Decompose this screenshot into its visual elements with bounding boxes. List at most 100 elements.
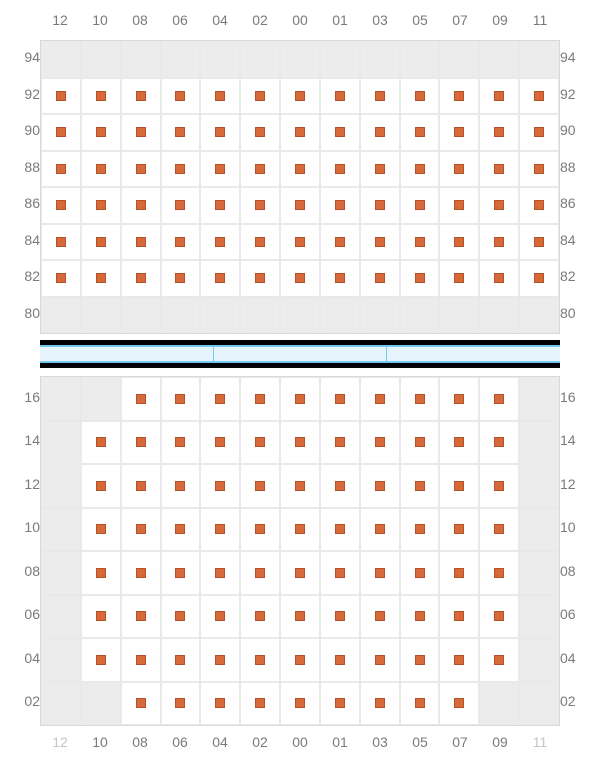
slot-cell[interactable] [479, 151, 519, 188]
slot-cell[interactable] [161, 595, 201, 639]
slot-cell[interactable] [400, 421, 440, 465]
slot-cell[interactable] [200, 377, 240, 421]
slot-cell[interactable] [479, 551, 519, 595]
slot-cell[interactable] [479, 187, 519, 224]
slot-cell[interactable] [200, 114, 240, 151]
slot-cell[interactable] [400, 187, 440, 224]
slot-cell[interactable] [360, 595, 400, 639]
slot-cell[interactable] [200, 260, 240, 297]
slot-cell[interactable] [121, 464, 161, 508]
slot-cell[interactable] [81, 595, 121, 639]
slot-cell[interactable] [161, 224, 201, 261]
slot-cell[interactable] [360, 224, 400, 261]
slot-cell[interactable] [240, 151, 280, 188]
slot-cell[interactable] [240, 78, 280, 115]
slot-cell[interactable] [519, 114, 559, 151]
slot-cell[interactable] [479, 421, 519, 465]
slot-cell[interactable] [400, 551, 440, 595]
slot-cell[interactable] [81, 421, 121, 465]
slot-cell[interactable] [360, 464, 400, 508]
slot-cell[interactable] [439, 151, 479, 188]
slot-cell[interactable] [320, 508, 360, 552]
slot-cell[interactable] [439, 114, 479, 151]
slot-cell[interactable] [280, 464, 320, 508]
slot-cell[interactable] [240, 224, 280, 261]
slot-cell[interactable] [360, 260, 400, 297]
slot-cell[interactable] [240, 508, 280, 552]
slot-cell[interactable] [360, 551, 400, 595]
slot-cell[interactable] [81, 260, 121, 297]
slot-cell[interactable] [400, 377, 440, 421]
slot-cell[interactable] [240, 638, 280, 682]
slot-cell[interactable] [479, 260, 519, 297]
slot-cell[interactable] [200, 508, 240, 552]
slot-cell[interactable] [479, 508, 519, 552]
slot-cell[interactable] [81, 508, 121, 552]
slot-cell[interactable] [360, 638, 400, 682]
slot-cell[interactable] [280, 421, 320, 465]
slot-cell[interactable] [280, 260, 320, 297]
slot-cell[interactable] [200, 224, 240, 261]
slot-cell[interactable] [280, 187, 320, 224]
slot-cell[interactable] [161, 114, 201, 151]
slot-cell[interactable] [280, 638, 320, 682]
slot-cell[interactable] [81, 464, 121, 508]
slot-cell[interactable] [519, 78, 559, 115]
slot-cell[interactable] [200, 151, 240, 188]
slot-cell[interactable] [121, 551, 161, 595]
slot-cell[interactable] [161, 260, 201, 297]
slot-cell[interactable] [81, 551, 121, 595]
slot-cell[interactable] [439, 421, 479, 465]
slot-cell[interactable] [439, 682, 479, 726]
slot-cell[interactable] [519, 151, 559, 188]
slot-cell[interactable] [479, 638, 519, 682]
slot-cell[interactable] [400, 682, 440, 726]
slot-cell[interactable] [320, 187, 360, 224]
slot-cell[interactable] [121, 421, 161, 465]
slot-cell[interactable] [121, 682, 161, 726]
slot-cell[interactable] [360, 151, 400, 188]
slot-cell[interactable] [439, 638, 479, 682]
slot-cell[interactable] [240, 421, 280, 465]
slot-cell[interactable] [161, 638, 201, 682]
slot-cell[interactable] [320, 551, 360, 595]
slot-cell[interactable] [439, 78, 479, 115]
slot-cell[interactable] [400, 224, 440, 261]
slot-cell[interactable] [200, 682, 240, 726]
slot-cell[interactable] [400, 260, 440, 297]
slot-cell[interactable] [320, 682, 360, 726]
slot-cell[interactable] [200, 638, 240, 682]
slot-cell[interactable] [200, 421, 240, 465]
slot-cell[interactable] [161, 151, 201, 188]
slot-cell[interactable] [280, 114, 320, 151]
slot-cell[interactable] [41, 78, 81, 115]
slot-cell[interactable] [360, 682, 400, 726]
slot-cell[interactable] [81, 224, 121, 261]
slot-cell[interactable] [360, 114, 400, 151]
slot-cell[interactable] [400, 78, 440, 115]
slot-cell[interactable] [439, 595, 479, 639]
slot-cell[interactable] [200, 187, 240, 224]
slot-cell[interactable] [320, 114, 360, 151]
slot-cell[interactable] [400, 638, 440, 682]
slot-cell[interactable] [360, 78, 400, 115]
slot-cell[interactable] [240, 260, 280, 297]
slot-cell[interactable] [479, 464, 519, 508]
slot-cell[interactable] [280, 508, 320, 552]
slot-cell[interactable] [519, 260, 559, 297]
slot-cell[interactable] [320, 151, 360, 188]
slot-cell[interactable] [400, 595, 440, 639]
slot-cell[interactable] [121, 508, 161, 552]
slot-cell[interactable] [280, 551, 320, 595]
slot-cell[interactable] [161, 78, 201, 115]
slot-cell[interactable] [479, 377, 519, 421]
slot-cell[interactable] [439, 508, 479, 552]
slot-cell[interactable] [479, 224, 519, 261]
slot-cell[interactable] [121, 187, 161, 224]
slot-cell[interactable] [479, 114, 519, 151]
slot-cell[interactable] [400, 114, 440, 151]
slot-cell[interactable] [200, 464, 240, 508]
slot-cell[interactable] [161, 508, 201, 552]
slot-cell[interactable] [200, 595, 240, 639]
slot-cell[interactable] [280, 377, 320, 421]
